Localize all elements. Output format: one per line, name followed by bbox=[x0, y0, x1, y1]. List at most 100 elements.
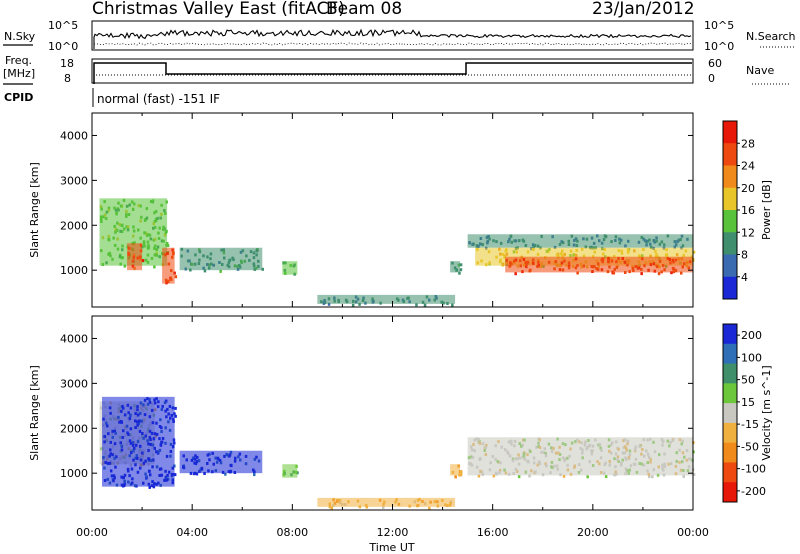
heatmap-cell bbox=[651, 475, 654, 479]
colorbar-tick-label: -200 bbox=[741, 485, 766, 498]
x-tick-label: 12:00 bbox=[377, 526, 409, 539]
colorbar-swatch bbox=[723, 422, 737, 444]
heatmap-cell bbox=[648, 475, 651, 479]
heatmap-cell bbox=[173, 473, 177, 477]
heatmap-cell bbox=[459, 263, 463, 267]
heatmap-cell bbox=[174, 275, 178, 279]
heatmap-region-2 bbox=[127, 243, 145, 271]
power-colorbar-label: Power [dB] bbox=[760, 180, 773, 240]
heatmap-cell bbox=[166, 244, 170, 248]
colorbar-swatch bbox=[723, 482, 737, 503]
colorbar-swatch bbox=[723, 165, 737, 189]
y-tick-label: 2000 bbox=[60, 219, 88, 232]
freq-label: Freq. bbox=[5, 54, 32, 67]
heatmap-region-fill bbox=[505, 256, 693, 273]
colorbar-swatch bbox=[723, 232, 737, 255]
noise-left-tick-top: 10^5 bbox=[48, 19, 78, 32]
colorbar-tick-label: 4 bbox=[741, 271, 748, 284]
heatmap-cell bbox=[670, 271, 673, 275]
heatmap-region-10 bbox=[505, 256, 693, 276]
beam-label: Beam 08 bbox=[326, 0, 402, 19]
colorbar-tick-label: -15 bbox=[741, 418, 759, 431]
colorbar-swatch bbox=[723, 462, 737, 483]
heatmap-region-5 bbox=[282, 261, 298, 276]
colorbar-tick-label: 28 bbox=[741, 137, 755, 150]
colorbar-tick-label: 20 bbox=[741, 182, 755, 195]
heatmap-cell bbox=[604, 475, 608, 478]
heatmap-region-fill bbox=[317, 497, 456, 507]
noise-right-tick-top: 10^5 bbox=[704, 19, 734, 32]
heatmap-cell bbox=[189, 471, 193, 475]
noise-left-tick-bottom: 10^0 bbox=[48, 40, 78, 53]
heatmap-cell bbox=[692, 250, 696, 254]
heatmap-cell bbox=[152, 485, 156, 489]
heatmap-cell bbox=[173, 271, 176, 275]
x-tick-label: 08:00 bbox=[276, 526, 308, 539]
heatmap-cell bbox=[195, 472, 199, 476]
heatmap-cell bbox=[459, 470, 463, 474]
colorbar-swatch bbox=[723, 383, 737, 404]
power-ylabel: Slant Range [km] bbox=[28, 162, 41, 258]
colorbar-swatch bbox=[723, 276, 737, 300]
heatmap-region-fill bbox=[450, 464, 461, 476]
heatmap-cell bbox=[459, 268, 463, 272]
heatmap-region-3 bbox=[162, 247, 178, 285]
y-tick-label: 2000 bbox=[60, 422, 88, 435]
heatmap-cell bbox=[123, 264, 127, 268]
colorbar-tick-label: 200 bbox=[741, 329, 762, 342]
heatmap-cell bbox=[153, 265, 156, 269]
heatmap-cell bbox=[351, 303, 355, 307]
heatmap-cell bbox=[174, 406, 177, 410]
heatmap-cell bbox=[680, 271, 683, 275]
heatmap-region-fill bbox=[467, 437, 693, 476]
time-axis-label: Time UT bbox=[368, 541, 414, 554]
velocity-ylabel: Slant Range [km] bbox=[28, 365, 41, 461]
date-label: 23/Jan/2012 bbox=[592, 0, 695, 19]
power-heatmap bbox=[99, 198, 696, 307]
colorbar-swatch bbox=[723, 254, 737, 278]
heatmap-cell bbox=[640, 272, 643, 276]
heatmap-cell bbox=[514, 272, 517, 276]
colorbar-swatch bbox=[723, 121, 737, 144]
cpid-label: CPID bbox=[4, 91, 33, 104]
heatmap-cell bbox=[415, 303, 418, 307]
heatmap-cell bbox=[296, 471, 299, 475]
heatmap-region-fill bbox=[317, 294, 456, 304]
heatmap-cell bbox=[428, 506, 431, 510]
x-tick-label: 00:00 bbox=[76, 526, 108, 539]
heatmap-region-6 bbox=[450, 464, 463, 479]
heatmap-cell bbox=[458, 271, 461, 275]
frequency-series bbox=[93, 62, 692, 84]
heatmap-cell bbox=[692, 473, 696, 476]
colorbar-swatch bbox=[723, 363, 737, 384]
heatmap-cell bbox=[459, 473, 463, 477]
n-sky-label: N.Sky bbox=[4, 30, 36, 43]
heatmap-cell bbox=[454, 475, 457, 479]
heatmap-region-fill bbox=[102, 396, 175, 487]
power-colorbar: 4 8 12 16 20 24 28 bbox=[722, 120, 755, 300]
heatmap-region-fill bbox=[179, 450, 263, 474]
heatmap-cell bbox=[451, 303, 454, 307]
colorbar-tick-label: 100 bbox=[741, 351, 762, 364]
heatmap-cell bbox=[330, 506, 333, 510]
heatmap-cell bbox=[203, 269, 207, 273]
colorbar-tick-label: -100 bbox=[741, 463, 766, 476]
colorbar-tick-label: 12 bbox=[741, 226, 755, 239]
velocity-colorbar-label: Velocity [m s^-1] bbox=[760, 365, 773, 460]
heatmap-cell bbox=[219, 269, 222, 273]
heatmap-region-fill bbox=[127, 243, 143, 271]
freq-tick-top: 18 bbox=[60, 57, 74, 70]
power-panel: 1000 2000 3000 4000 Slant Range [km] 4 8 12 16… bbox=[28, 112, 773, 308]
nave-tick-top: 60 bbox=[708, 57, 722, 70]
heatmap-cell bbox=[624, 271, 627, 274]
heatmap-region-7 bbox=[467, 437, 696, 479]
colorbar-swatch bbox=[723, 143, 737, 166]
heatmap-region-7 bbox=[450, 261, 463, 275]
cpid-text: normal (fast) -151 IF bbox=[97, 92, 220, 106]
heatmap-cell bbox=[253, 473, 256, 477]
colorbar-tick-label: 24 bbox=[741, 160, 755, 173]
heatmap-cell bbox=[492, 474, 496, 478]
heatmap-region-fill bbox=[467, 234, 693, 248]
heatmap-region-3 bbox=[179, 450, 263, 477]
